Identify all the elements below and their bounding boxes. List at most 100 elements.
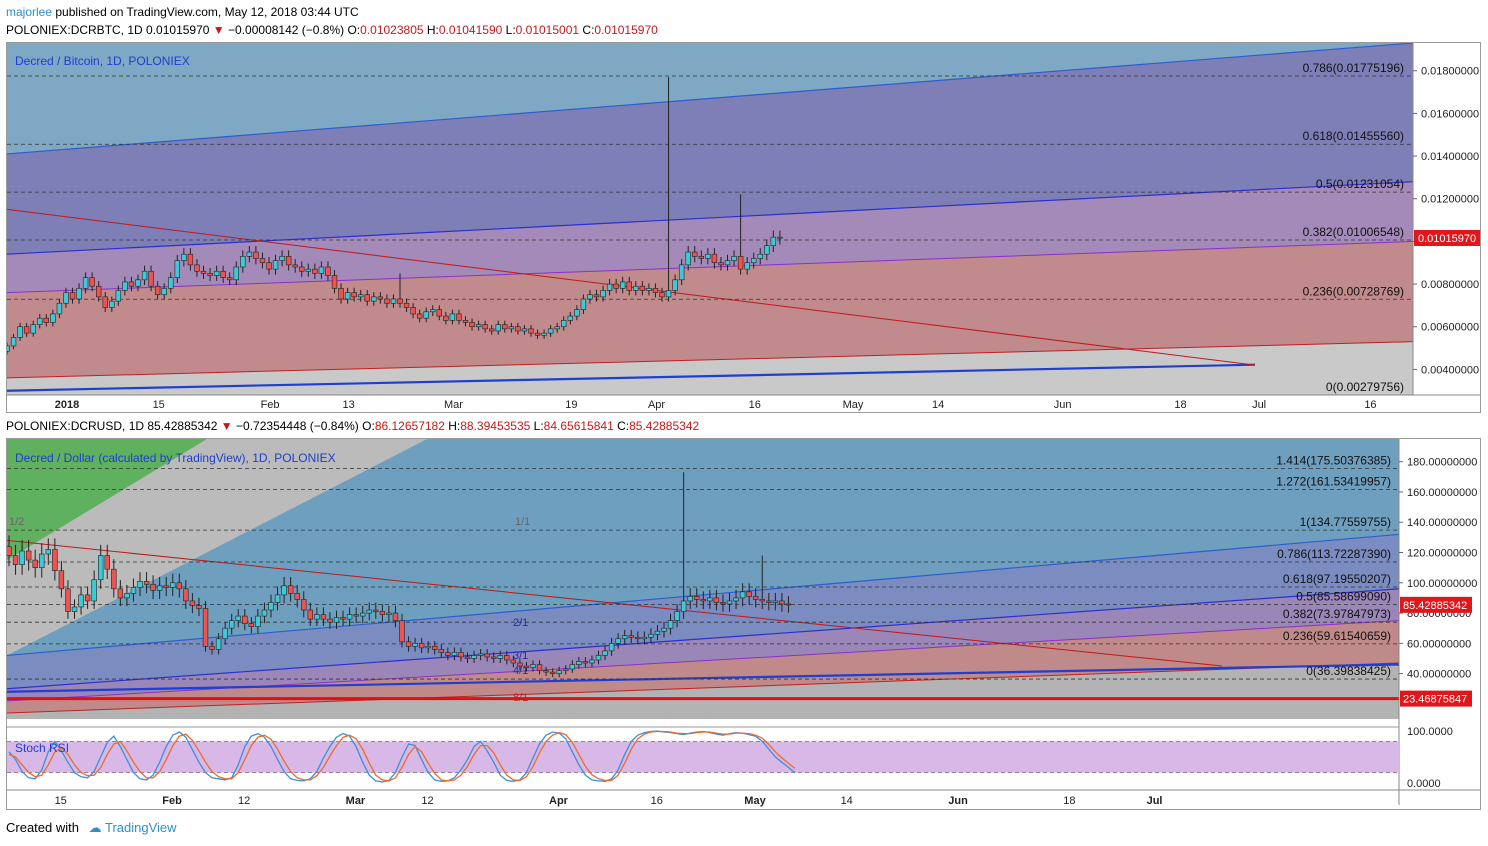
candle-body: [667, 620, 674, 629]
candle-body: [168, 277, 174, 289]
candle-body: [71, 606, 78, 612]
candle-body: [91, 579, 97, 602]
x-tick-label: Apr: [549, 795, 569, 807]
channel-band-4: [7, 241, 1413, 378]
x-tick-label: 15: [55, 795, 67, 807]
y-tick-label: 60.00000000: [1407, 638, 1471, 650]
candle-body: [580, 298, 587, 310]
candle-body: [294, 593, 300, 600]
last-price-label: 0.01015970: [1418, 233, 1476, 245]
candle-body: [737, 256, 744, 270]
candle-body: [287, 585, 294, 594]
candle-body: [458, 652, 464, 658]
candle-body: [325, 266, 331, 276]
candle-body: [443, 315, 449, 321]
support-price-tag: [1400, 690, 1472, 707]
candle-body: [726, 600, 733, 605]
candle-body: [739, 591, 746, 599]
y-tick-label: 0.00400000: [1421, 364, 1479, 376]
candle-body: [305, 268, 311, 272]
x-tick-label: 14: [841, 795, 853, 807]
x-tick-label: Mar: [444, 399, 463, 411]
candle-body: [58, 570, 65, 590]
last-price-label: 85.42885342: [1403, 600, 1467, 612]
candle-body: [109, 300, 115, 308]
candle-body: [261, 609, 268, 617]
candle-body: [338, 288, 344, 300]
candle-body: [759, 599, 765, 602]
stoch-band-fill: [7, 741, 1399, 773]
candle-body: [386, 612, 392, 615]
candle-body: [495, 324, 501, 332]
candle-body: [314, 614, 320, 620]
candle-body: [556, 670, 562, 674]
fib-level-label: 0.5(85.58699090): [1296, 590, 1391, 604]
author-name[interactable]: majorlee: [6, 5, 53, 19]
candle-body: [641, 636, 648, 640]
channel-line-bottom: [6, 662, 1400, 714]
bottom-chart-panel[interactable]: 1.414(175.50376385) 1.272(161.53419957) 1(…: [6, 438, 1481, 810]
candle-body: [541, 332, 547, 336]
y-tick-label: 160.00000000: [1407, 487, 1477, 499]
x-tick-label: May: [744, 795, 766, 807]
top-chart-svg[interactable]: 0.786(0.01775196) 0.618(0.01455560) 0.5(0.…: [4, 42, 1480, 412]
fib-level-label: 0(0.00279756): [1326, 380, 1404, 394]
candle-body: [521, 328, 528, 332]
top-chart-title: Decred / Bitcoin, 1D, POLONIEX: [15, 54, 190, 68]
fib-level-label: 0.786(0.01775196): [1303, 61, 1404, 75]
candle-body: [508, 326, 515, 330]
candle-body: [52, 549, 58, 571]
top-change: −0.00008142 (−0.8%): [228, 23, 345, 37]
candle-body: [530, 664, 536, 668]
candle-body: [207, 273, 213, 276]
tradingview-brand-link[interactable]: TradingView: [105, 820, 177, 835]
candle-body: [687, 596, 693, 602]
candle-body: [285, 256, 292, 266]
candle-body: [364, 294, 370, 302]
candle-body: [229, 620, 235, 629]
created-with-text: Created with: [6, 820, 79, 835]
candle-body: [346, 614, 353, 620]
candle-body: [357, 294, 364, 298]
candle-body: [25, 550, 32, 561]
top-h-label: H:: [426, 23, 439, 37]
bottom-chart-title: Decred / Dollar (calculated by TradingVi…: [15, 451, 336, 465]
candle-body: [148, 270, 154, 287]
candle-body: [423, 311, 429, 319]
candle-body: [613, 283, 619, 289]
candle-body: [750, 258, 757, 264]
bottom-chart-svg[interactable]: 1.414(175.50376385) 1.272(161.53419957) 1(…: [6, 439, 1480, 809]
candle-body: [589, 659, 595, 664]
bottom-o-label: O:: [362, 419, 375, 433]
candle-body: [50, 313, 56, 323]
candle-body: [648, 633, 654, 638]
candle-body: [482, 324, 488, 330]
candle-body: [181, 253, 187, 261]
support-trendline: [6, 363, 1256, 392]
candle-body: [733, 597, 739, 602]
candle-body: [403, 302, 410, 308]
candle-body: [752, 596, 759, 600]
candle-body: [602, 650, 608, 656]
candle-body: [528, 328, 534, 334]
candle-body: [672, 279, 678, 291]
candle-body: [766, 600, 772, 603]
candle-body: [633, 285, 639, 291]
candle-body: [176, 582, 182, 590]
channel-line-mid: [6, 588, 1400, 690]
channel-mid-band: [7, 534, 1399, 689]
channel-line-mid: [6, 181, 1414, 255]
x-tick-label: Apr: [648, 399, 665, 411]
candle-body: [600, 290, 606, 298]
candle-body: [718, 262, 724, 266]
top-chart-panel[interactable]: 0.786(0.01775196) 0.618(0.01455560) 0.5(0.…: [4, 42, 1481, 413]
candle-body: [299, 266, 305, 272]
candle-body: [720, 602, 726, 605]
fan-label: 2/1: [513, 617, 528, 629]
stoch-series-d: [8, 730, 796, 782]
down-arrow-icon: ▼: [212, 23, 225, 37]
candle-body: [183, 588, 189, 602]
x-tick-label: Jul: [1147, 795, 1163, 807]
candle-body: [32, 559, 38, 568]
candle-body: [104, 555, 110, 570]
